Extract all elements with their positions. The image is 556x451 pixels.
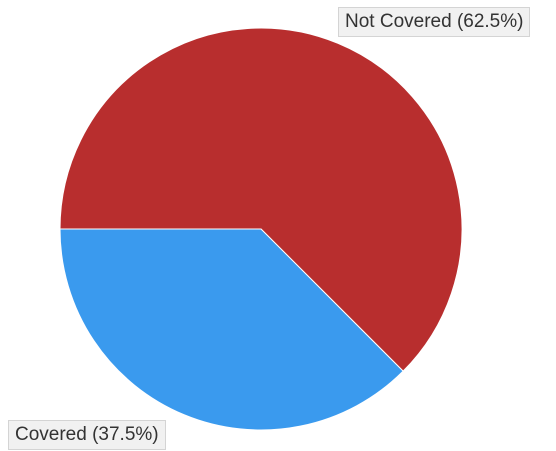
- pie-slice-covered: [59, 228, 404, 431]
- pie-slice-not-covered: [59, 27, 463, 372]
- label-not-covered: Not Covered (62.5%): [338, 7, 531, 37]
- pie-slices: [59, 27, 463, 431]
- label-covered: Covered (37.5%): [8, 420, 166, 450]
